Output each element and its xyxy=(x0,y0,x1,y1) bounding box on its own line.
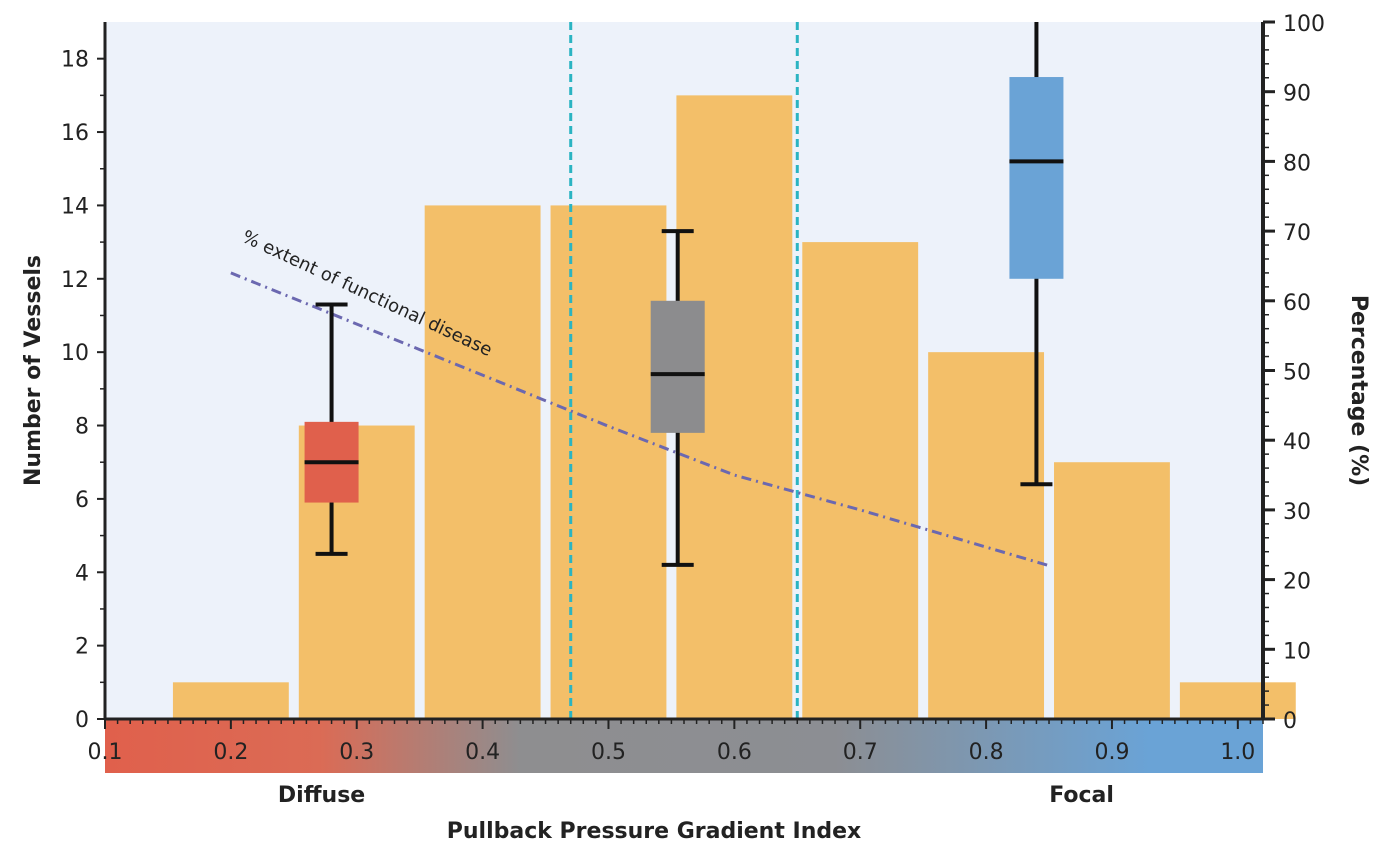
x-tick-label-4: 0.5 xyxy=(591,740,626,765)
bar-3 xyxy=(550,205,667,720)
x-tick-label-5: 0.6 xyxy=(717,740,752,765)
region-label-diffuse: Diffuse xyxy=(278,783,365,808)
boxplot-box-1 xyxy=(650,300,705,433)
y-tick-label-3: 6 xyxy=(75,488,89,513)
boxplot-2 xyxy=(1009,22,1064,487)
y2-tick-label-4: 40 xyxy=(1283,430,1311,455)
y-tick-label-8: 16 xyxy=(61,121,89,146)
boxplot-0 xyxy=(304,302,359,556)
y-axis-title: Number of Vessels xyxy=(21,255,46,486)
region-label-focal: Focal xyxy=(1049,783,1114,808)
y2-tick-label-5: 50 xyxy=(1283,361,1311,386)
y-tick-label-6: 12 xyxy=(61,268,89,293)
x-tick-label-6: 0.7 xyxy=(843,740,878,765)
bars-layer xyxy=(172,95,1296,720)
boxplot-box-2 xyxy=(1009,77,1064,279)
bar-6 xyxy=(928,352,1045,719)
y2-tick-label-0: 0 xyxy=(1283,709,1297,734)
y2-tick-label-3: 30 xyxy=(1283,500,1311,525)
x-tick-label-7: 0.8 xyxy=(969,740,1004,765)
y2-tick-label-9: 90 xyxy=(1283,82,1311,107)
x-tick-label-3: 0.4 xyxy=(465,740,500,765)
y2-tick-label-6: 60 xyxy=(1283,291,1311,316)
bar-5 xyxy=(802,242,919,719)
bar-8 xyxy=(1179,682,1296,719)
y-tick-label-1: 2 xyxy=(75,635,89,660)
y-tick-label-0: 0 xyxy=(75,708,89,733)
y-tick-label-5: 10 xyxy=(61,341,89,366)
y2-tick-label-10: 100 xyxy=(1283,12,1325,37)
boxplot-1 xyxy=(650,229,705,567)
y2-tick-label-7: 70 xyxy=(1283,221,1311,246)
x-tick-label-9: 1.0 xyxy=(1220,740,1255,765)
axes-layer: 0 2 4 6 8 10 12 14 16 18 0 10 20 30 40 50 60 70 80 90 100 0.1… xyxy=(61,12,1325,765)
bar-0 xyxy=(172,682,289,719)
x-tick-label-8: 0.9 xyxy=(1094,740,1129,765)
functional-disease-line xyxy=(230,271,1050,568)
y-tick-label-4: 8 xyxy=(75,415,89,440)
y2-axis-title: Percentage (%) xyxy=(1346,295,1371,486)
y-tick-label-7: 14 xyxy=(61,194,89,219)
line-layer xyxy=(230,271,1050,568)
y-tick-label-9: 18 xyxy=(61,48,89,73)
boxplots-layer xyxy=(304,22,1064,567)
bar-2 xyxy=(424,205,541,720)
y2-tick-label-1: 10 xyxy=(1283,639,1311,664)
x-tick-label-0: 0.1 xyxy=(88,740,123,765)
color-scale-bar xyxy=(105,719,1263,773)
y-tick-label-2: 4 xyxy=(75,561,89,586)
y2-tick-label-8: 80 xyxy=(1283,151,1311,176)
y2-tick-label-2: 20 xyxy=(1283,570,1311,595)
bar-7 xyxy=(1054,462,1170,719)
x-tick-label-1: 0.2 xyxy=(213,740,248,765)
x-tick-label-2: 0.3 xyxy=(339,740,374,765)
x-axis-title: Pullback Pressure Gradient Index xyxy=(447,819,861,844)
